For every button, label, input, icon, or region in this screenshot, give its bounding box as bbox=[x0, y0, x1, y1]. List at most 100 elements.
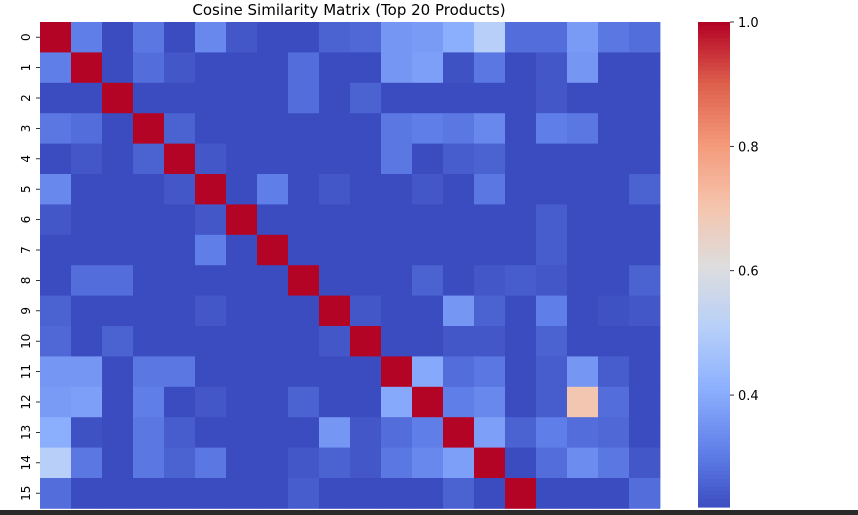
heatmap-cell-3-1 bbox=[71, 113, 103, 144]
heatmap-cell-10-0 bbox=[40, 326, 72, 357]
y-tick-label: 5 bbox=[19, 185, 33, 193]
heatmap-cell-1-8 bbox=[288, 52, 320, 84]
colorbar-segment bbox=[698, 90, 730, 96]
heatmap-cell-15-11 bbox=[381, 478, 413, 509]
heatmap-cell-15-1 bbox=[71, 478, 103, 509]
heatmap-cell-11-7 bbox=[257, 356, 289, 388]
colorbar-tick-label: 0.4 bbox=[738, 389, 759, 404]
colorbar-segment bbox=[698, 94, 730, 100]
heatmap-cell-5-9 bbox=[319, 174, 351, 205]
heatmap-cell-4-16 bbox=[536, 143, 568, 175]
heatmap-cell-6-16 bbox=[536, 204, 568, 236]
colorbar-segment bbox=[698, 454, 730, 460]
heatmap-cell-9-14 bbox=[474, 295, 506, 327]
heatmap-cell-15-19 bbox=[629, 478, 661, 509]
colorbar-segment bbox=[698, 240, 730, 245]
colorbar-segment bbox=[698, 401, 730, 407]
y-tick-label: 7 bbox=[19, 246, 33, 254]
heatmap-cell-6-13 bbox=[443, 204, 475, 236]
heatmap-cell-12-18 bbox=[598, 386, 630, 418]
colorbar-segment bbox=[698, 66, 730, 72]
heatmap-cell-6-10 bbox=[350, 204, 382, 236]
heatmap-cell-0-10 bbox=[350, 22, 382, 53]
heatmap-cell-1-14 bbox=[474, 52, 506, 84]
heatmap-cell-5-7 bbox=[257, 174, 289, 205]
heatmap-cell-5-8 bbox=[288, 174, 320, 205]
heatmap-cell-13-19 bbox=[629, 417, 661, 448]
heatmap-cell-12-15 bbox=[505, 386, 537, 418]
heatmap-cell-6-0 bbox=[40, 204, 72, 236]
heatmap-cell-11-18 bbox=[598, 356, 630, 388]
heatmap-cell-0-12 bbox=[412, 22, 444, 53]
colorbar-segment bbox=[698, 167, 730, 173]
heatmap-cell-6-17 bbox=[567, 204, 599, 236]
colorbar-segment bbox=[698, 470, 730, 476]
heatmap-cell-12-12 bbox=[412, 386, 444, 418]
heatmap-cell-13-16 bbox=[536, 417, 568, 448]
heatmap-cell-7-0 bbox=[40, 234, 72, 266]
heatmap-cell-8-4 bbox=[164, 265, 196, 296]
heatmap-cell-10-13 bbox=[443, 326, 475, 357]
heatmap-cell-14-1 bbox=[71, 447, 103, 479]
heatmap-cell-12-3 bbox=[133, 386, 165, 418]
y-tick-label: 12 bbox=[19, 394, 33, 409]
heatmap-cell-11-10 bbox=[350, 356, 382, 388]
heatmap-cell-9-2 bbox=[102, 295, 134, 327]
heatmap-cell-10-4 bbox=[164, 326, 196, 357]
heatmap-cell-12-2 bbox=[102, 386, 134, 418]
heatmap-cell-6-4 bbox=[164, 204, 196, 236]
heatmap-cell-14-2 bbox=[102, 447, 134, 479]
heatmap-cell-13-6 bbox=[226, 417, 258, 448]
heatmap-cell-6-8 bbox=[288, 204, 320, 236]
heatmap-cell-8-19 bbox=[629, 265, 661, 296]
heatmap-cell-14-13 bbox=[443, 447, 475, 479]
heatmap-cell-6-5 bbox=[195, 204, 227, 236]
colorbar-segment bbox=[698, 191, 730, 197]
heatmap-cell-9-19 bbox=[629, 295, 661, 327]
colorbar-segment bbox=[698, 260, 730, 266]
heatmap-cell-8-9 bbox=[319, 265, 351, 296]
heatmap-cell-12-14 bbox=[474, 386, 506, 418]
heatmap-cell-7-17 bbox=[567, 234, 599, 266]
heatmap-cell-3-11 bbox=[381, 113, 413, 144]
colorbar-segment bbox=[698, 361, 730, 367]
colorbar-tick-label: 0.8 bbox=[738, 140, 759, 155]
heatmap-cell-15-2 bbox=[102, 478, 134, 509]
colorbar-segment bbox=[698, 119, 730, 124]
heatmap-cell-4-2 bbox=[102, 143, 134, 175]
heatmap-cell-0-14 bbox=[474, 22, 506, 53]
chart-title: Cosine Similarity Matrix (Top 20 Product… bbox=[192, 1, 505, 19]
heatmap-cell-5-2 bbox=[102, 174, 134, 205]
colorbar-segment bbox=[698, 123, 730, 128]
heatmap-cell-4-0 bbox=[40, 143, 72, 175]
heatmap-cell-7-16 bbox=[536, 234, 568, 266]
heatmap-cell-13-0 bbox=[40, 417, 72, 448]
heatmap-cell-3-12 bbox=[412, 113, 444, 144]
colorbar-segment bbox=[698, 393, 730, 399]
heatmap-cell-7-3 bbox=[133, 234, 165, 266]
heatmap-cell-2-1 bbox=[71, 82, 103, 114]
heatmap-cell-3-4 bbox=[164, 113, 196, 144]
colorbar-segment bbox=[698, 369, 730, 375]
colorbar-segment bbox=[698, 321, 730, 326]
heatmap-cell-15-17 bbox=[567, 478, 599, 509]
colorbar-segment bbox=[698, 345, 730, 350]
colorbar-segment bbox=[698, 349, 730, 355]
heatmap-cell-6-6 bbox=[226, 204, 258, 236]
heatmap-cell-12-0 bbox=[40, 386, 72, 418]
heatmap-cell-14-16 bbox=[536, 447, 568, 479]
colorbar-segment bbox=[698, 244, 730, 249]
colorbar-segment bbox=[698, 329, 730, 334]
heatmap-cell-0-19 bbox=[629, 22, 661, 53]
heatmap-cell-9-0 bbox=[40, 295, 72, 327]
colorbar-segment bbox=[698, 268, 730, 274]
heatmap-cell-10-16 bbox=[536, 326, 568, 357]
heatmap-cell-11-2 bbox=[102, 356, 134, 388]
colorbar-segment bbox=[698, 446, 730, 452]
heatmap-cell-7-2 bbox=[102, 234, 134, 266]
colorbar-segment bbox=[698, 385, 730, 391]
colorbar: 0.4 0.6 0.8 1.0 bbox=[698, 16, 759, 508]
colorbar-segment bbox=[698, 276, 730, 282]
heatmap-cell-4-12 bbox=[412, 143, 444, 175]
y-tick-label: 11 bbox=[19, 364, 33, 379]
